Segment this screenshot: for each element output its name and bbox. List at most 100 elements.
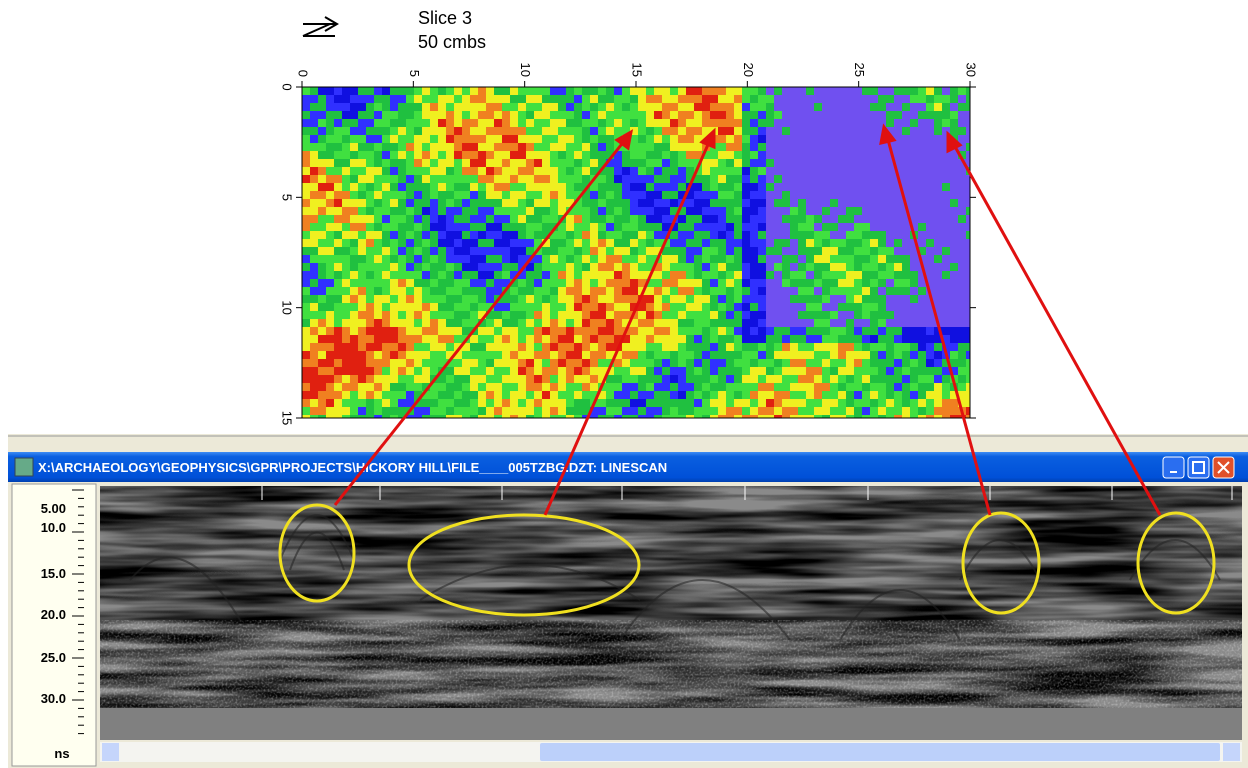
heat-cell	[950, 351, 958, 359]
scroll-right[interactable]	[1223, 743, 1240, 761]
heat-cell	[686, 415, 694, 418]
heat-cell	[630, 247, 638, 255]
minimize-button[interactable]	[1162, 456, 1185, 479]
heat-cell	[374, 87, 382, 95]
heat-cell	[774, 263, 782, 271]
heat-cell	[494, 143, 502, 151]
heat-cell	[678, 271, 686, 279]
heat-cell	[486, 407, 494, 415]
heat-cell	[798, 383, 806, 391]
heat-cell	[582, 111, 590, 119]
heat-cell	[406, 167, 414, 175]
heat-cell	[358, 207, 366, 215]
heat-cell	[870, 359, 878, 367]
heat-cell	[758, 87, 766, 95]
heat-cell	[606, 327, 614, 335]
heat-cell	[486, 247, 494, 255]
heat-cell	[838, 415, 846, 418]
heat-cell	[510, 247, 518, 255]
heat-cell	[382, 199, 390, 207]
scroll-left[interactable]	[102, 743, 119, 761]
heat-cell	[430, 343, 438, 351]
heat-cell	[718, 399, 726, 407]
heat-cell	[310, 287, 318, 295]
heat-cell	[526, 359, 534, 367]
heat-cell	[822, 199, 830, 207]
heat-cell	[710, 319, 718, 327]
heat-cell	[702, 159, 710, 167]
heat-cell	[350, 255, 358, 263]
heat-cell	[486, 375, 494, 383]
heat-cell	[494, 103, 502, 111]
heat-cell	[662, 311, 670, 319]
heat-cell	[750, 271, 758, 279]
heat-cell	[750, 415, 758, 418]
heat-cell	[646, 415, 654, 418]
heat-cell	[486, 223, 494, 231]
heat-cell	[742, 167, 750, 175]
heat-cell	[854, 95, 862, 103]
heat-cell	[574, 207, 582, 215]
heat-cell	[422, 303, 430, 311]
heat-cell	[486, 335, 494, 343]
heat-cell	[942, 319, 950, 327]
heat-cell	[854, 407, 862, 415]
heat-cell	[430, 351, 438, 359]
heat-cell	[606, 103, 614, 111]
heat-cell	[662, 199, 670, 207]
heat-cell	[422, 199, 430, 207]
heat-cell	[606, 279, 614, 287]
heat-cell	[766, 223, 774, 231]
heat-cell	[622, 215, 630, 223]
heat-cell	[670, 111, 678, 119]
heat-cell	[958, 207, 966, 215]
heat-cell	[550, 367, 558, 375]
heat-cell	[638, 351, 646, 359]
heat-cell	[646, 95, 654, 103]
heat-cell	[790, 295, 798, 303]
scroll-thumb[interactable]	[540, 743, 1220, 761]
heat-cell	[310, 367, 318, 375]
heat-cell	[446, 119, 454, 127]
heat-cell	[518, 159, 526, 167]
heat-cell	[806, 343, 814, 351]
heat-cell	[366, 191, 374, 199]
heat-cell	[390, 223, 398, 231]
heat-cell	[766, 375, 774, 383]
heat-cell	[862, 351, 870, 359]
heat-cell	[878, 327, 886, 335]
x-tick-label: 15	[630, 63, 645, 77]
heat-cell	[630, 143, 638, 151]
heat-cell	[670, 399, 678, 407]
heat-cell	[382, 351, 390, 359]
heat-cell	[854, 175, 862, 183]
heat-cell	[430, 151, 438, 159]
heat-cell	[798, 279, 806, 287]
heat-cell	[678, 375, 686, 383]
heat-cell	[950, 183, 958, 191]
maximize-button[interactable]	[1187, 456, 1210, 479]
heat-cell	[910, 215, 918, 223]
heat-cell	[774, 311, 782, 319]
heat-cell	[910, 167, 918, 175]
heat-cell	[318, 111, 326, 119]
heat-cell	[334, 391, 342, 399]
heat-cell	[462, 127, 470, 135]
scale-label: 25.0	[41, 650, 66, 665]
heat-cell	[694, 303, 702, 311]
heat-cell	[806, 415, 814, 418]
heat-cell	[854, 247, 862, 255]
heat-cell	[462, 287, 470, 295]
heat-cell	[918, 151, 926, 159]
heat-cell	[358, 367, 366, 375]
heat-cell	[926, 255, 934, 263]
heat-cell	[782, 111, 790, 119]
heat-cell	[486, 343, 494, 351]
heat-cell	[422, 127, 430, 135]
heat-cell	[446, 199, 454, 207]
heat-cell	[430, 271, 438, 279]
heat-cell	[790, 279, 798, 287]
heat-cell	[334, 399, 342, 407]
heat-cell	[902, 143, 910, 151]
heat-cell	[502, 87, 510, 95]
